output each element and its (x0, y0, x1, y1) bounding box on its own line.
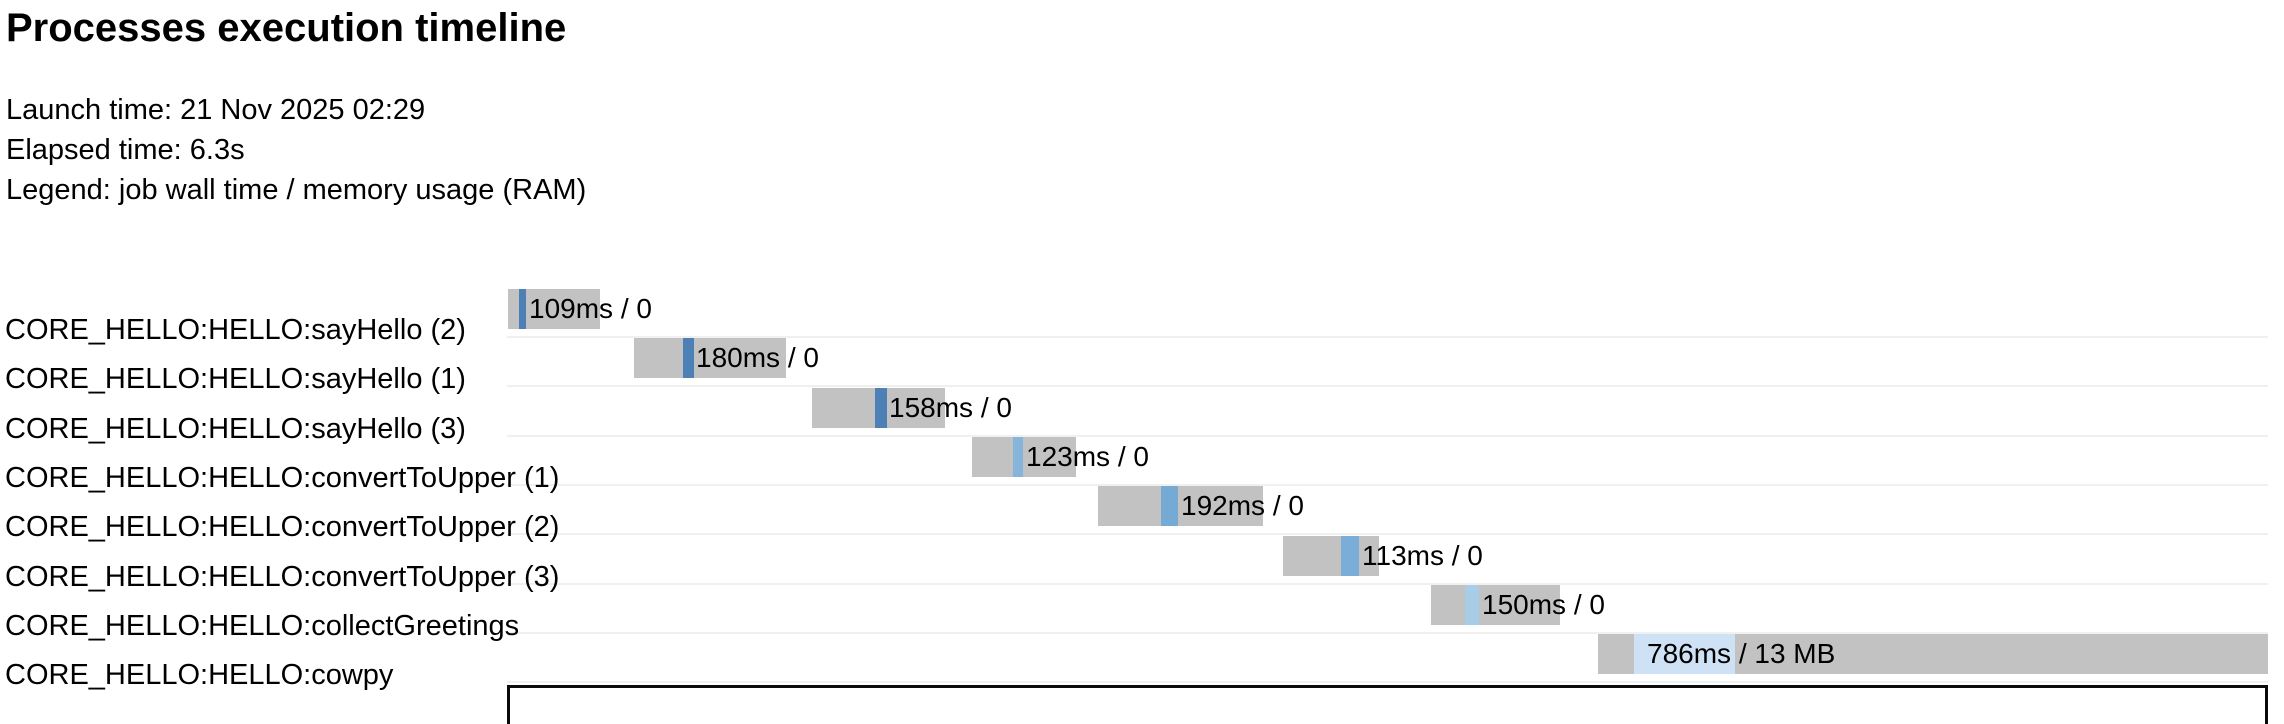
task-bar-stripe (1161, 486, 1178, 527)
process-label: CORE_HELLO:HELLO:convertToUpper (3) (5, 560, 560, 593)
row-separator (507, 483, 2268, 486)
task-bar-label: 192ms / 0 (1181, 490, 1304, 522)
task-bar (1598, 634, 2268, 675)
report-meta: Launch time: 21 Nov 2025 02:29 Elapsed t… (6, 90, 586, 210)
row-separator (507, 434, 2268, 437)
task-bar-stripe (1465, 584, 1479, 625)
task-bar-label: 786ms / 13 MB (1647, 638, 1836, 670)
launch-time-text: Launch time: 21 Nov 2025 02:29 (6, 94, 426, 126)
task-bar-stripe (875, 387, 887, 428)
task-bar (812, 387, 945, 428)
task-bar-label: 113ms / 0 (1362, 539, 1483, 571)
process-label: CORE_HELLO:HELLO:convertToUpper (1) (5, 461, 560, 494)
bottom-panel-border (507, 685, 2268, 724)
process-label: CORE_HELLO:HELLO:convertToUpper (2) (5, 511, 560, 544)
task-bar-label: 109ms / 0 (529, 293, 652, 324)
row-separator (507, 336, 2268, 338)
task-bar-label: 180ms / 0 (696, 342, 819, 374)
task-bar-stripe (683, 338, 694, 379)
row-separator (507, 631, 2268, 634)
process-label: CORE_HELLO:HELLO:sayHello (2) (5, 314, 466, 346)
task-bar-label: 150ms / 0 (1482, 588, 1605, 620)
row-separator (507, 533, 2268, 536)
row-separator (507, 681, 2268, 684)
task-bar (508, 289, 600, 329)
task-bar (972, 436, 1076, 477)
process-label: CORE_HELLO:HELLO:sayHello (3) (5, 412, 466, 445)
page-title: Processes execution timeline (6, 6, 567, 50)
legend-text: Legend: job wall time / memory usage (RA… (6, 174, 587, 206)
elapsed-time-text: Elapsed time: 6.3s (6, 134, 245, 166)
task-bar-stripe (1341, 535, 1359, 576)
task-bar (1098, 486, 1263, 527)
task-bar-stripe (519, 289, 526, 329)
task-bar-stripe (1634, 634, 1735, 675)
task-bar-stripe (1013, 436, 1023, 477)
process-label: CORE_HELLO:HELLO:sayHello (1) (5, 363, 466, 396)
row-separator (507, 385, 2268, 388)
task-bar (634, 338, 786, 379)
task-bar (1431, 584, 1560, 625)
process-label: CORE_HELLO:HELLO:cowpy (5, 659, 394, 692)
task-bar-label: 123ms / 0 (1026, 440, 1149, 472)
process-label: CORE_HELLO:HELLO:collectGreetings (5, 609, 520, 642)
task-bar (1283, 535, 1379, 576)
row-separator (507, 582, 2268, 585)
task-bar-label: 158ms / 0 (889, 391, 1012, 423)
